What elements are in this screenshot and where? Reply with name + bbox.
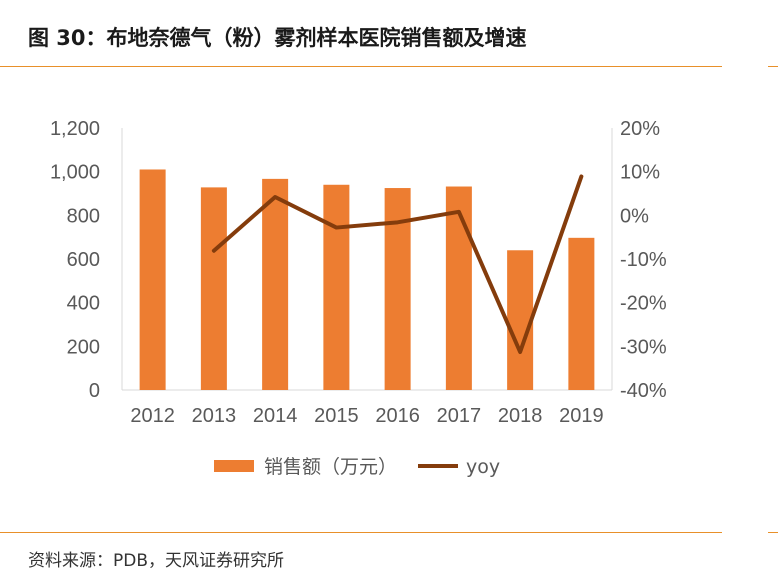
y-left-tick-label: 200 — [67, 336, 100, 358]
bottom-divider — [0, 532, 722, 533]
legend: 销售额（万元） yoy — [214, 456, 500, 478]
y-left-tick-labels: 0 200 400 600 800 1,000 1,200 — [50, 118, 100, 402]
y-left-tick-label: 600 — [67, 249, 100, 271]
bar — [200, 187, 227, 390]
bar — [568, 237, 595, 390]
bar-series — [139, 169, 595, 390]
bar — [384, 188, 411, 390]
y-right-tick-label: 20% — [620, 118, 660, 140]
bar — [507, 250, 534, 390]
y-left-tick-label: 800 — [67, 205, 100, 227]
x-tick-label: 2014 — [253, 405, 298, 427]
x-tick-label: 2013 — [192, 405, 237, 427]
legend-line-label: yoy — [466, 456, 500, 478]
bar — [445, 186, 472, 390]
x-tick-label: 2017 — [437, 405, 482, 427]
bar — [323, 184, 350, 390]
top-divider — [0, 66, 722, 67]
y-right-tick-label: -40% — [620, 380, 667, 402]
y-right-tick-label: 0% — [620, 205, 649, 227]
x-tick-label: 2012 — [130, 405, 175, 427]
y-right-tick-label: -10% — [620, 249, 667, 271]
y-left-tick-label: 400 — [67, 293, 100, 315]
top-divider-right — [768, 66, 778, 67]
y-right-tick-label: 10% — [620, 162, 660, 184]
yoy-line-series — [211, 174, 584, 355]
axis-lines — [121, 128, 613, 391]
bar — [139, 169, 166, 390]
bar — [262, 178, 289, 390]
x-tick-labels: 2012 2013 2014 2015 2016 2017 2018 2019 — [130, 405, 603, 427]
x-tick-label: 2019 — [559, 405, 604, 427]
x-tick-label: 2015 — [314, 405, 359, 427]
y-right-tick-label: -30% — [620, 336, 667, 358]
y-right-tick-label: -20% — [620, 293, 667, 315]
y-left-tick-label: 0 — [89, 380, 100, 402]
source-note: 资料来源：PDB，天风证券研究所 — [28, 551, 285, 571]
chart-title: 图 30：布地奈德气（粉）雾剂样本医院销售额及增速 — [28, 26, 527, 50]
y-left-tick-label: 1,200 — [50, 118, 100, 140]
x-tick-label: 2018 — [498, 405, 543, 427]
y-right-tick-labels: -40% -30% -20% -10% 0% 10% 20% — [620, 118, 667, 402]
y-left-tick-label: 1,000 — [50, 162, 100, 184]
legend-bar-swatch — [214, 460, 254, 472]
bottom-divider-right — [768, 532, 778, 533]
x-tick-label: 2016 — [375, 405, 420, 427]
legend-bar-label: 销售额（万元） — [264, 456, 397, 478]
